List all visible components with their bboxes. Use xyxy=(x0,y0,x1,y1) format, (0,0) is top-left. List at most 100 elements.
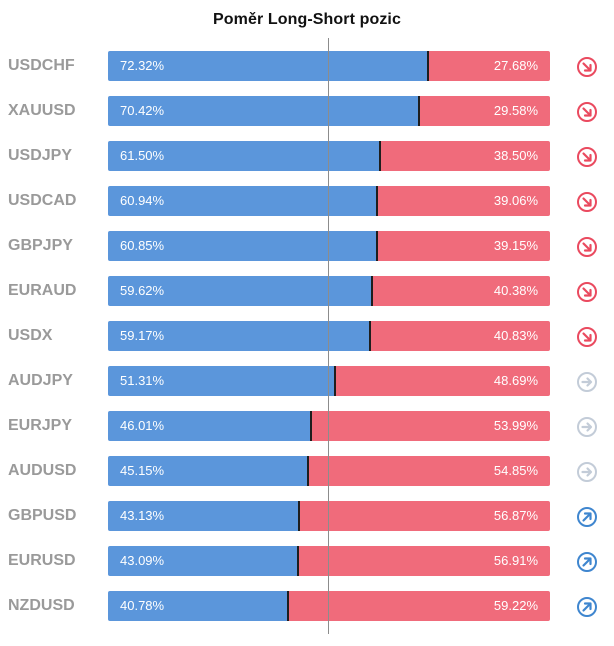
pair-label: EURUSD xyxy=(8,552,76,569)
segment-divider xyxy=(297,501,300,531)
segment-divider xyxy=(418,96,421,126)
pair-label: GBPUSD xyxy=(8,507,77,524)
ratio-row: AUDUSD 45.15% 54.85% xyxy=(0,455,614,487)
short-segment xyxy=(311,411,550,441)
ratio-row: EURUSD 43.09% 56.91% xyxy=(0,545,614,577)
short-percent-label: 29.58% xyxy=(493,103,538,118)
long-segment xyxy=(108,96,420,126)
long-segment xyxy=(108,141,380,171)
segment-divider xyxy=(376,186,379,216)
segment-divider xyxy=(333,366,336,396)
long-percent-label: 72.32% xyxy=(120,58,165,73)
long-percent-label: 40.78% xyxy=(120,598,165,613)
ratio-bar: 60.85% 39.15% xyxy=(108,231,550,261)
long-segment xyxy=(108,456,308,486)
segment-divider xyxy=(370,276,373,306)
arrow-down-right-icon xyxy=(576,236,598,258)
arrow-right-icon xyxy=(576,371,598,393)
long-percent-label: 43.09% xyxy=(120,553,165,568)
arrow-right-icon xyxy=(576,461,598,483)
long-segment xyxy=(108,591,289,621)
segment-divider xyxy=(378,141,381,171)
segment-divider xyxy=(368,321,371,351)
segment-divider xyxy=(306,456,309,486)
fifty-percent-line xyxy=(328,38,329,634)
short-percent-label: 59.22% xyxy=(493,598,538,613)
ratio-bar: 70.42% 29.58% xyxy=(108,96,550,126)
long-segment xyxy=(108,51,428,81)
long-segment xyxy=(108,366,335,396)
pair-label: XAUUSD xyxy=(8,102,76,119)
segment-divider xyxy=(287,591,290,621)
ratio-row: USDCHF 72.32% 27.68% xyxy=(0,50,614,82)
ratio-bar: 59.17% 40.83% xyxy=(108,321,550,351)
pair-label: NZDUSD xyxy=(8,597,75,614)
short-segment xyxy=(377,186,550,216)
arrow-up-right-icon xyxy=(576,551,598,573)
long-percent-label: 59.17% xyxy=(120,328,165,343)
short-percent-label: 39.06% xyxy=(493,193,538,208)
ratio-row: AUDJPY 51.31% 48.69% xyxy=(0,365,614,397)
ratio-bar: 72.32% 27.68% xyxy=(108,51,550,81)
pair-label: AUDJPY xyxy=(8,372,73,389)
ratio-bar: 59.62% 40.38% xyxy=(108,276,550,306)
ratio-row: NZDUSD 40.78% 59.22% xyxy=(0,590,614,622)
long-percent-label: 60.94% xyxy=(120,193,165,208)
pair-label: EURJPY xyxy=(8,417,73,434)
ratio-row: GBPUSD 43.13% 56.87% xyxy=(0,500,614,532)
long-percent-label: 51.31% xyxy=(120,373,165,388)
ratio-row: USDX 59.17% 40.83% xyxy=(0,320,614,352)
short-segment xyxy=(369,321,550,351)
short-segment xyxy=(334,366,550,396)
short-segment xyxy=(376,231,550,261)
arrow-down-right-icon xyxy=(576,191,598,213)
long-percent-label: 43.13% xyxy=(120,508,165,523)
ratio-row: GBPJPY 60.85% 39.15% xyxy=(0,230,614,262)
long-segment xyxy=(108,186,378,216)
long-segment xyxy=(108,231,377,261)
ratio-bar: 43.09% 56.91% xyxy=(108,546,550,576)
pair-label: USDJPY xyxy=(8,147,73,164)
pair-label: USDX xyxy=(8,327,53,344)
pair-label: USDCHF xyxy=(8,57,75,74)
arrow-down-right-icon xyxy=(576,101,598,123)
chart-title: Poměr Long-Short pozic xyxy=(213,11,401,28)
ratio-row: EURJPY 46.01% 53.99% xyxy=(0,410,614,442)
short-segment xyxy=(379,141,550,171)
arrow-down-right-icon xyxy=(576,326,598,348)
short-segment xyxy=(307,456,550,486)
short-segment xyxy=(298,546,550,576)
arrow-down-right-icon xyxy=(576,146,598,168)
long-percent-label: 59.62% xyxy=(120,283,165,298)
ratio-bar: 51.31% 48.69% xyxy=(108,366,550,396)
short-segment xyxy=(371,276,550,306)
segment-divider xyxy=(426,51,429,81)
long-percent-label: 45.15% xyxy=(120,463,165,478)
short-percent-label: 53.99% xyxy=(493,418,538,433)
ratio-row: XAUUSD 70.42% 29.58% xyxy=(0,95,614,127)
pair-label: AUDUSD xyxy=(8,462,77,479)
short-percent-label: 40.83% xyxy=(493,328,538,343)
arrow-down-right-icon xyxy=(576,281,598,303)
pair-label: USDCAD xyxy=(8,192,77,209)
segment-divider xyxy=(375,231,378,261)
segment-divider xyxy=(297,546,300,576)
short-percent-label: 56.91% xyxy=(493,553,538,568)
segment-divider xyxy=(310,411,313,441)
ratio-bar: 45.15% 54.85% xyxy=(108,456,550,486)
pair-label: GBPJPY xyxy=(8,237,73,254)
short-segment xyxy=(298,501,550,531)
short-percent-label: 40.38% xyxy=(493,283,538,298)
long-percent-label: 61.50% xyxy=(120,148,165,163)
arrow-up-right-icon xyxy=(576,596,598,618)
short-segment xyxy=(427,51,550,81)
arrow-down-right-icon xyxy=(576,56,598,78)
ratio-bar: 60.94% 39.06% xyxy=(108,186,550,216)
short-percent-label: 54.85% xyxy=(493,463,538,478)
ratio-bar: 46.01% 53.99% xyxy=(108,411,550,441)
arrow-right-icon xyxy=(576,416,598,438)
short-percent-label: 48.69% xyxy=(493,373,538,388)
long-segment xyxy=(108,276,372,306)
short-segment xyxy=(419,96,550,126)
